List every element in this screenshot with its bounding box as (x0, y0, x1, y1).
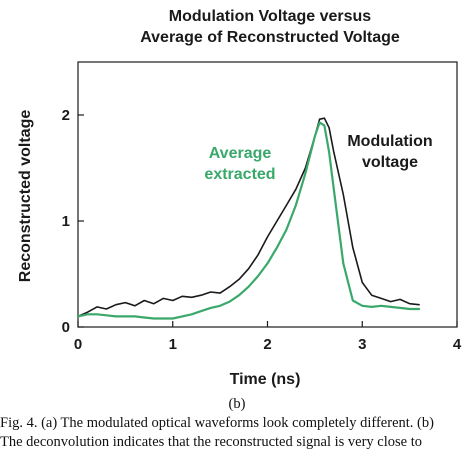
y-tick-label: 0 (62, 319, 70, 336)
average-extracted-line (76, 121, 421, 320)
modulation-voltage-line (77, 117, 420, 318)
series-label-modulation-line-2: voltage (362, 154, 418, 171)
x-tick-label: 3 (358, 336, 366, 353)
axis-ticks: 0 1 2 3 4 0 1 2 (62, 107, 462, 353)
x-tick-label: 4 (453, 336, 462, 353)
chart-title-line-2: Average of Reconstructed Voltage (140, 29, 400, 46)
caption-line-2: The deconvolution indicates that the rec… (0, 434, 422, 450)
y-tick-label: 1 (62, 213, 70, 230)
x-tick-label: 0 (74, 336, 82, 353)
x-axis-label: Time (ns) (230, 371, 301, 388)
caption-line-1: Fig. 4. (a) The modulated optical wavefo… (0, 415, 434, 431)
series-label-average-line-2: extracted (204, 166, 275, 183)
plot-frame (77, 61, 458, 328)
series-label-average-line-1: Average (209, 145, 272, 162)
figure-caption: (b) Fig. 4. (a) The modulated optical wa… (0, 395, 474, 452)
series-label-modulation-line-1: Modulation (347, 133, 432, 150)
panel-label: (b) (228, 396, 246, 412)
y-tick-label: 2 (62, 107, 70, 124)
x-tick-label: 1 (169, 336, 177, 353)
x-tick-label: 2 (263, 336, 271, 353)
series-layer (76, 117, 421, 320)
y-axis-label: Reconstructed voltage (17, 110, 34, 283)
chart-title-line-1: Modulation Voltage versus (169, 8, 372, 25)
